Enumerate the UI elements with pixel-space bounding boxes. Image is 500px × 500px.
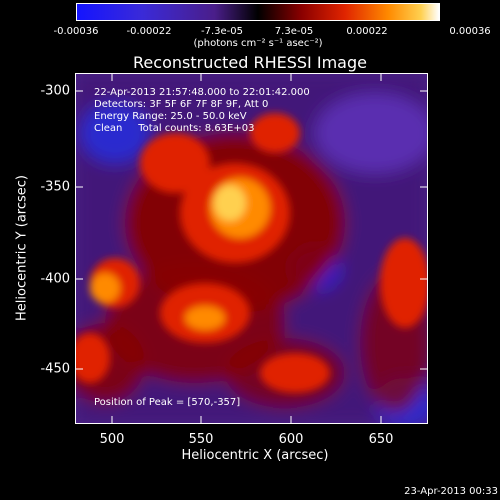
annotation-energy-range: Energy Range: 25.0 - 50.0 keV bbox=[94, 111, 247, 122]
x-tick-label: 500 bbox=[99, 432, 125, 447]
x-tick-label: 550 bbox=[188, 432, 214, 447]
colorbar-tick-label: 0.00022 bbox=[346, 26, 388, 37]
y-tick-label: -300 bbox=[40, 83, 70, 99]
x-axis-label: Heliocentric X (arcsec) bbox=[181, 448, 329, 463]
colorbar-tick-label: 0.00036 bbox=[449, 26, 491, 37]
timestamp: 23-Apr-2013 00:33 bbox=[404, 486, 498, 497]
rhessi-image bbox=[75, 73, 428, 424]
annotation-detectors: Detectors: 3F 5F 6F 7F 8F 9F, Att 0 bbox=[94, 99, 269, 110]
x-tick-label: 650 bbox=[368, 432, 394, 447]
colorbar-tick-label: -0.00022 bbox=[126, 26, 172, 37]
y-tick-label: -350 bbox=[40, 179, 70, 195]
colorbar-tick-label: -0.00036 bbox=[53, 26, 99, 37]
annotation-clean: Clean Total counts: 8.63E+03 bbox=[94, 123, 255, 134]
y-tick-label: -450 bbox=[40, 361, 70, 377]
x-tick-label: 600 bbox=[278, 432, 304, 447]
colorbar-tick-label: 7.3e-05 bbox=[274, 26, 314, 37]
y-axis-label: Heliocentric Y (arcsec) bbox=[14, 175, 30, 321]
colorbar-units: (photons cm⁻² s⁻¹ asec⁻²) bbox=[193, 38, 323, 49]
annotation-time-range: 22-Apr-2013 21:57:48.000 to 22:01:42.000 bbox=[94, 87, 310, 98]
colorbar-tick-label: -7.3e-05 bbox=[201, 26, 243, 37]
image-title: Reconstructed RHESSI Image bbox=[133, 53, 367, 72]
y-tick-label: -400 bbox=[40, 271, 70, 287]
colorbar bbox=[76, 3, 440, 21]
annotation-peak-position: Position of Peak = [570,-357] bbox=[94, 397, 241, 408]
